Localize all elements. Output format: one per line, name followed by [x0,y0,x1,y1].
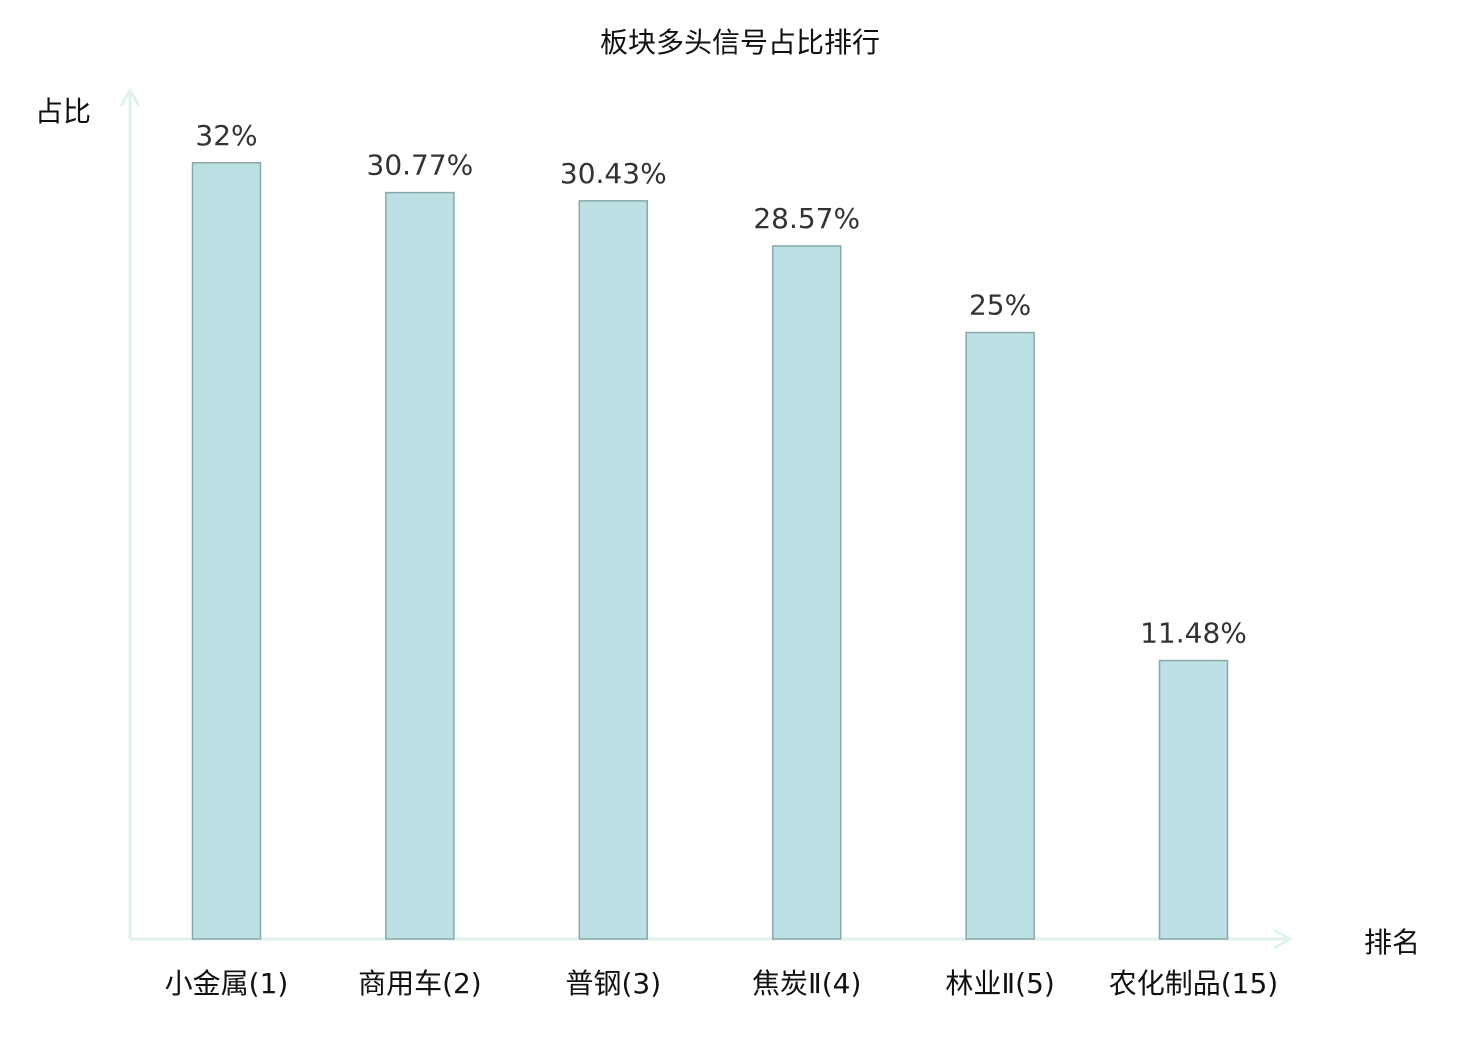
value-label: 30.77% [367,149,474,182]
value-label: 30.43% [560,157,667,190]
value-label: 28.57% [753,202,860,235]
bar [191,162,262,940]
category-label: 小金属(1) [165,967,289,1000]
x-axis-label: 排名 [1364,926,1420,959]
category-label: 商用车(2) [358,967,482,1000]
bar [385,191,455,940]
category-label: 焦炭Ⅱ(4) [752,967,861,1000]
category-label: 农化制品(15) [1109,967,1278,1000]
value-label: 11.48% [1140,617,1247,650]
chart-title: 板块多头信号占比排行 [600,26,880,59]
bar [965,331,1035,940]
bar [771,245,842,940]
value-label: 25% [969,289,1031,322]
x-axis-arrow-icon [1273,928,1294,950]
y-axis-arrow-icon [119,86,141,107]
category-label: 林业Ⅱ(5) [945,967,1054,1000]
value-label: 32% [195,119,257,152]
bar [1158,659,1229,940]
bar [578,200,649,940]
category-label: 普钢(3) [565,967,661,1000]
y-axis-label: 占比 [35,95,91,128]
